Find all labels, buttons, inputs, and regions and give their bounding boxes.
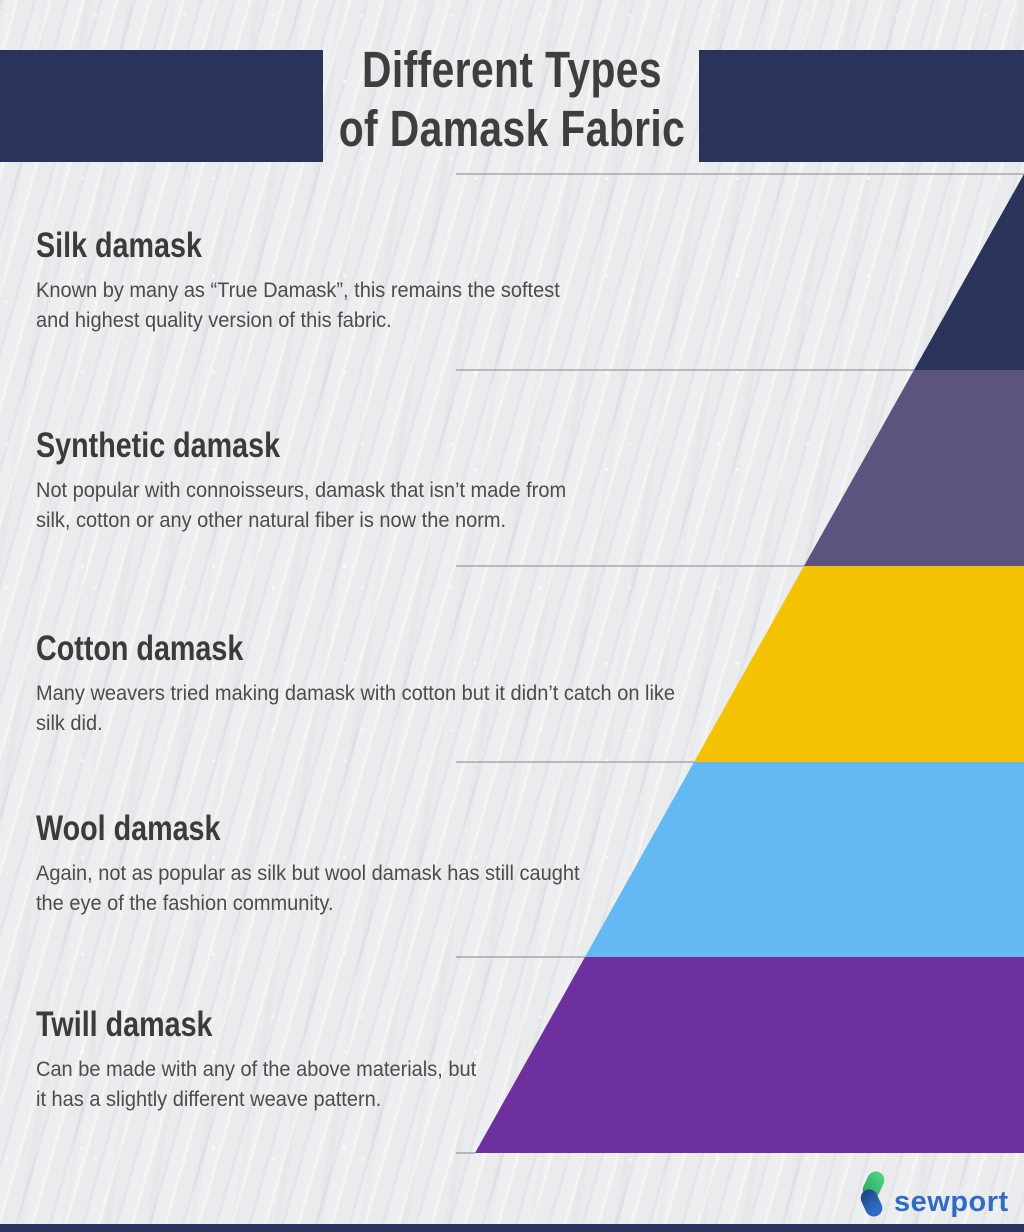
section-heading: Wool damask [36,809,221,848]
pyramid-band-silk [914,174,1024,370]
pyramid-band-synthetic [804,370,1024,566]
description-line: silk, cotton or any other natural fiber … [36,508,507,532]
description-line: Known by many as “True Damask”, this rem… [36,278,560,302]
separator-lines [456,173,1024,1154]
page-title-line1: Different Types [362,41,662,98]
pyramid-band-cotton [694,566,1024,762]
logo-pill-blue [857,1186,886,1220]
section-twill-damask: Twill damask Can be made with any of the… [36,1005,509,1114]
description-line: Many weavers tried making damask with co… [36,681,676,705]
section-description: Many weavers tried making damask with co… [36,678,675,738]
sewport-logo: sewport [857,1168,1024,1220]
pyramid-band-wool [585,762,1024,957]
header-bar-left [0,50,323,162]
section-heading: Twill damask [36,1005,213,1044]
section-description: Can be made with any of the above materi… [36,1054,476,1114]
description-line: it has a slightly different weave patter… [36,1087,382,1111]
section-heading: Silk damask [36,226,202,265]
sewport-s-icon [857,1168,888,1220]
section-cotton-damask: Cotton damask Many weavers tried making … [36,629,723,738]
brand-name: sewport [894,1186,1009,1218]
section-heading: Cotton damask [36,629,244,668]
section-heading: Synthetic damask [36,426,281,465]
section-description: Not popular with connoisseurs, damask th… [36,475,566,535]
description-line: Can be made with any of the above materi… [36,1057,477,1081]
description-line: and highest quality version of this fabr… [36,308,392,332]
page-title-line2: of Damask Fabric [338,100,686,157]
pyramid-band-twill [475,957,1024,1153]
description-line: Again, not as popular as silk but wool d… [36,861,580,885]
section-description: Known by many as “True Damask”, this rem… [36,275,560,335]
section-synthetic-damask: Synthetic damask Not popular with connoi… [36,426,606,535]
footer-bar [0,1224,1024,1232]
description-line: silk did. [36,711,103,735]
section-wool-damask: Wool damask Again, not as popular as sil… [36,809,620,918]
section-description: Again, not as popular as silk but wool d… [36,858,579,918]
header-bar-right [699,50,1024,162]
section-silk-damask: Silk damask Known by many as “True Damas… [36,226,599,335]
description-line: Not popular with connoisseurs, damask th… [36,478,567,502]
description-line: the eye of the fashion community. [36,891,334,915]
page-title: Different Types of Damask Fabric [102,40,921,158]
